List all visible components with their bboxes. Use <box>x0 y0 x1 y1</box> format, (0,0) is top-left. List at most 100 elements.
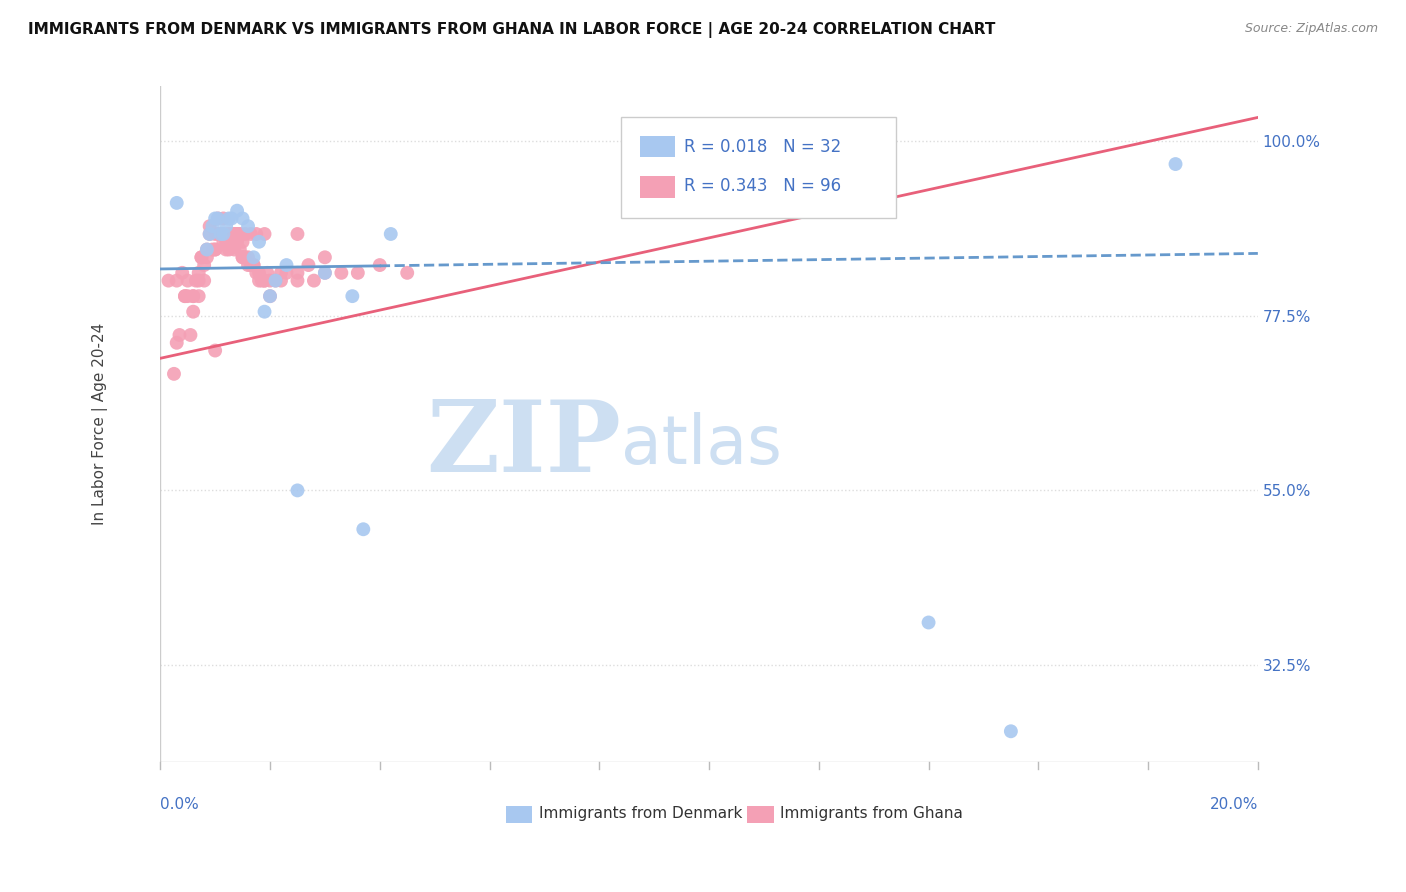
Point <box>253 227 276 241</box>
Point <box>174 289 197 303</box>
Point <box>247 274 270 288</box>
Point <box>187 289 209 303</box>
Point <box>287 274 309 288</box>
Point <box>218 227 240 241</box>
Point <box>346 266 368 280</box>
Point <box>195 243 218 257</box>
Point <box>250 274 273 288</box>
Point <box>218 211 240 226</box>
Point <box>187 274 209 288</box>
Point <box>226 227 249 241</box>
Point <box>204 211 226 226</box>
Text: atlas: atlas <box>621 411 782 477</box>
Point <box>226 203 249 218</box>
Point <box>247 266 270 280</box>
Point <box>218 227 240 241</box>
Text: R = 0.343   N = 96: R = 0.343 N = 96 <box>683 178 841 195</box>
Point <box>195 243 218 257</box>
Point <box>169 328 191 343</box>
Point <box>297 258 319 272</box>
Point <box>166 335 188 350</box>
Point <box>236 219 259 234</box>
Point <box>256 266 278 280</box>
Point <box>181 304 204 318</box>
Point <box>276 266 298 280</box>
Point <box>287 483 309 498</box>
Point <box>163 367 186 381</box>
Text: R = 0.018   N = 32: R = 0.018 N = 32 <box>683 138 841 156</box>
Point <box>201 219 224 234</box>
Text: IMMIGRANTS FROM DENMARK VS IMMIGRANTS FROM GHANA IN LABOR FORCE | AGE 20-24 CORR: IMMIGRANTS FROM DENMARK VS IMMIGRANTS FR… <box>28 22 995 38</box>
Point <box>190 250 212 264</box>
Point <box>209 227 232 241</box>
Point <box>253 304 276 318</box>
Point <box>226 235 249 249</box>
Point <box>224 227 246 241</box>
Point <box>201 243 224 257</box>
FancyBboxPatch shape <box>640 177 675 198</box>
Text: Source: ZipAtlas.com: Source: ZipAtlas.com <box>1244 22 1378 36</box>
Text: Immigrants from Ghana: Immigrants from Ghana <box>780 805 963 821</box>
Point <box>176 274 198 288</box>
FancyBboxPatch shape <box>506 806 533 822</box>
Point <box>187 266 209 280</box>
Point <box>198 227 221 241</box>
Point <box>314 266 336 280</box>
Point <box>242 258 264 272</box>
Point <box>207 227 229 241</box>
Point <box>218 227 240 241</box>
Point <box>396 266 419 280</box>
Point <box>245 266 267 280</box>
Point <box>221 227 243 241</box>
Point <box>212 227 235 241</box>
Point <box>380 227 402 241</box>
Point <box>224 227 246 241</box>
Point <box>209 227 232 241</box>
Point <box>221 235 243 249</box>
Point <box>209 227 232 241</box>
Point <box>193 274 215 288</box>
Point <box>917 615 939 630</box>
Point <box>314 250 336 264</box>
Point <box>247 235 270 249</box>
Point <box>233 227 256 241</box>
Point <box>242 258 264 272</box>
Point <box>259 289 281 303</box>
Point <box>342 289 364 303</box>
Point <box>184 274 207 288</box>
Point <box>236 250 259 264</box>
Point <box>166 274 188 288</box>
Point <box>204 227 226 241</box>
Point <box>198 219 221 234</box>
Point <box>221 211 243 226</box>
Point <box>253 274 276 288</box>
Point <box>198 227 221 241</box>
Point <box>179 328 201 343</box>
Point <box>215 219 238 234</box>
Point <box>229 227 252 241</box>
Point <box>193 258 215 272</box>
Text: In Labor Force | Age 20-24: In Labor Force | Age 20-24 <box>91 323 108 525</box>
Point <box>1164 157 1187 171</box>
Point <box>287 227 309 241</box>
Text: ZIP: ZIP <box>426 396 621 493</box>
Point <box>190 250 212 264</box>
Text: 0.0%: 0.0% <box>160 797 200 813</box>
Point <box>236 258 259 272</box>
Point <box>224 227 246 241</box>
Point <box>287 266 309 280</box>
Point <box>270 274 292 288</box>
FancyBboxPatch shape <box>640 136 675 157</box>
Text: Immigrants from Denmark: Immigrants from Denmark <box>538 805 742 821</box>
Point <box>1000 724 1022 739</box>
Point <box>245 227 267 241</box>
Point <box>330 266 353 280</box>
Point <box>181 289 204 303</box>
Point <box>270 266 292 280</box>
Point <box>209 227 232 241</box>
Point <box>207 211 229 226</box>
Point <box>174 289 197 303</box>
Point <box>264 274 287 288</box>
Point <box>302 274 325 288</box>
Point <box>239 258 262 272</box>
